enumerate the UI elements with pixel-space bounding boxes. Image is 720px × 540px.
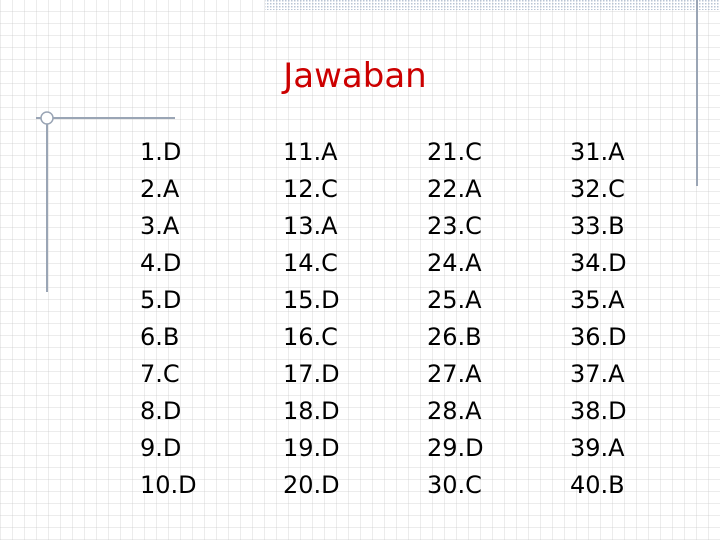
answer: 4.D [140,249,182,277]
answer: 24.A [427,249,482,277]
answer: 26.B [427,323,482,351]
answer: 29.D [427,434,484,462]
answer: 19.D [283,434,340,462]
answer-column: 21.C 22.A 23.C 24.A 25.A 26.B 27.A 28.A 29.D 30.C [427,134,484,504]
answer: 32.C [570,175,625,203]
answer: 14.C [283,249,338,277]
answer: 16.C [283,323,338,351]
answer: 35.A [570,286,625,314]
answer: 23.C [427,212,482,240]
answer: 8.D [140,397,182,425]
answer: 6.B [140,323,180,351]
title: Jawaban [283,56,427,96]
rule-knot [40,111,54,125]
answer: 2.A [140,175,180,203]
answer: 12.C [283,175,338,203]
answer: 25.A [427,286,482,314]
answer: 39.A [570,434,625,462]
answer: 21.C [427,138,482,166]
answer-column: 31.A 32.C 33.B 34.D 35.A 36.D 37.A 38.D 39.A 40.B [570,134,627,504]
answer: 17.D [283,360,340,388]
answer: 20.D [283,471,340,499]
answer: 10.D [140,471,197,499]
answer: 38.D [570,397,627,425]
answer: 7.C [140,360,180,388]
answer: 37.A [570,360,625,388]
answer: 18.D [283,397,340,425]
answer: 36.D [570,323,627,351]
answer: 5.D [140,286,182,314]
answer: 11.A [283,138,338,166]
answer-column: 11.A 12.C 13.A 14.C 15.D 16.C 17.D 18.D 19.D 20.D [283,134,340,504]
answer: 3.A [140,212,180,240]
answer: 30.C [427,471,482,499]
answer: 27.A [427,360,482,388]
answer: 28.A [427,397,482,425]
answer: 9.D [140,434,182,462]
answer: 40.B [570,471,625,499]
answer: 13.A [283,212,338,240]
answer-column: 1.D 2.A 3.A 4.D 5.D 6.B 7.C 8.D 9.D 10.D [140,134,197,504]
answer: 15.D [283,286,340,314]
answer: 34.D [570,249,627,277]
answer: 1.D [140,138,182,166]
answer: 22.A [427,175,482,203]
answer: 33.B [570,212,625,240]
top-band [265,0,720,10]
answer: 31.A [570,138,625,166]
